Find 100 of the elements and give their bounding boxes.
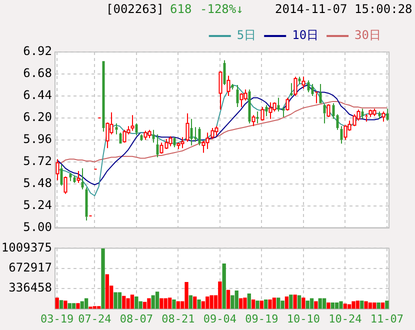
legend-label: 10日 [292,28,319,42]
candlestick [311,84,314,96]
bar [114,292,118,309]
candlestick [361,108,364,120]
y-tick-label: 5.24 [23,198,52,212]
y-tick-label: 336458 [8,280,52,295]
candlestick [102,61,105,132]
bar [276,298,280,309]
bar [147,298,151,309]
y-tick-label: 6.92 [23,44,52,58]
candlestick [298,76,301,85]
bar [297,295,302,309]
bar [310,298,314,309]
bar [322,298,326,309]
bar [243,298,247,309]
bar [59,300,64,309]
candlestick [152,129,155,144]
candlestick [314,90,318,104]
bar [289,294,293,309]
y-tick-label: 5.72 [23,154,52,168]
candlestick [256,111,259,124]
x-tick-label: 10-10 [286,312,320,326]
x-tick-label: 03-19 [40,312,74,326]
x-tick-label: 10-24 [328,312,362,326]
bar [247,293,251,309]
y-tick-label: 6.68 [23,66,52,80]
text: 618 [170,2,192,16]
candlestick [85,187,88,221]
candlestick [319,84,322,104]
candlestick [60,164,63,186]
bar [256,300,260,309]
bar [72,303,76,309]
bar [260,300,264,309]
legend-label: 5日 [236,28,256,42]
bar [134,296,138,309]
bar [105,274,110,309]
candlestick [282,106,285,118]
bar [226,290,230,309]
candlestick [190,118,193,146]
bar [197,299,201,309]
bar [268,299,272,309]
x-tick-label: 11-07 [370,312,404,326]
candlestick [135,122,138,136]
bar [64,300,68,309]
bar [151,295,155,309]
bar [118,292,122,309]
y-tick-label: 1009375 [1,240,52,254]
bar [234,290,238,309]
bar [330,302,334,309]
bar [155,292,160,309]
candlestick [194,126,197,142]
bar [280,300,284,309]
bar [55,298,59,309]
bar [360,300,364,309]
candlestick [119,132,122,144]
bar [380,302,385,309]
candlestick [73,175,76,184]
candlestick [340,126,343,144]
bar [314,301,318,309]
bar [84,298,88,309]
candlestick [265,104,268,117]
bar [218,281,222,309]
bar [126,298,130,309]
bar [368,302,372,309]
bar [68,303,72,309]
bar [364,301,368,309]
candlestick [223,60,226,86]
y-tick-label: 6.20 [23,110,52,124]
bar [372,302,376,309]
bar [164,298,168,309]
candlestick [140,134,143,142]
candlestick [323,104,326,124]
y-tick-label: 5.00 [23,220,52,234]
text: -128%↓ [200,2,244,16]
bar [343,304,347,309]
bar [326,302,330,309]
y-tick-label: 672917 [8,260,52,275]
bar [168,298,172,309]
bar [130,294,134,309]
candlestick [231,84,234,90]
candlestick [307,80,310,93]
candlestick [69,172,72,182]
bar [306,300,310,309]
bar [76,303,80,309]
x-tick-label: 09-19 [245,312,278,326]
text: 2014-11-07 15:00:28 [275,2,412,16]
candlestick [198,126,201,146]
candlestick [173,136,176,148]
bar [222,263,226,309]
x-tick-label: 07-24 [78,312,112,326]
y-tick-label: 5.96 [23,132,52,146]
x-tick-label: 09-04 [203,312,237,326]
bar [172,299,176,309]
bar [385,300,389,309]
bar [264,299,268,309]
candlestick [115,122,118,135]
bar [184,282,188,309]
candlestick [236,84,239,108]
chart-title: [002263] [106,2,164,16]
bar [193,296,197,309]
